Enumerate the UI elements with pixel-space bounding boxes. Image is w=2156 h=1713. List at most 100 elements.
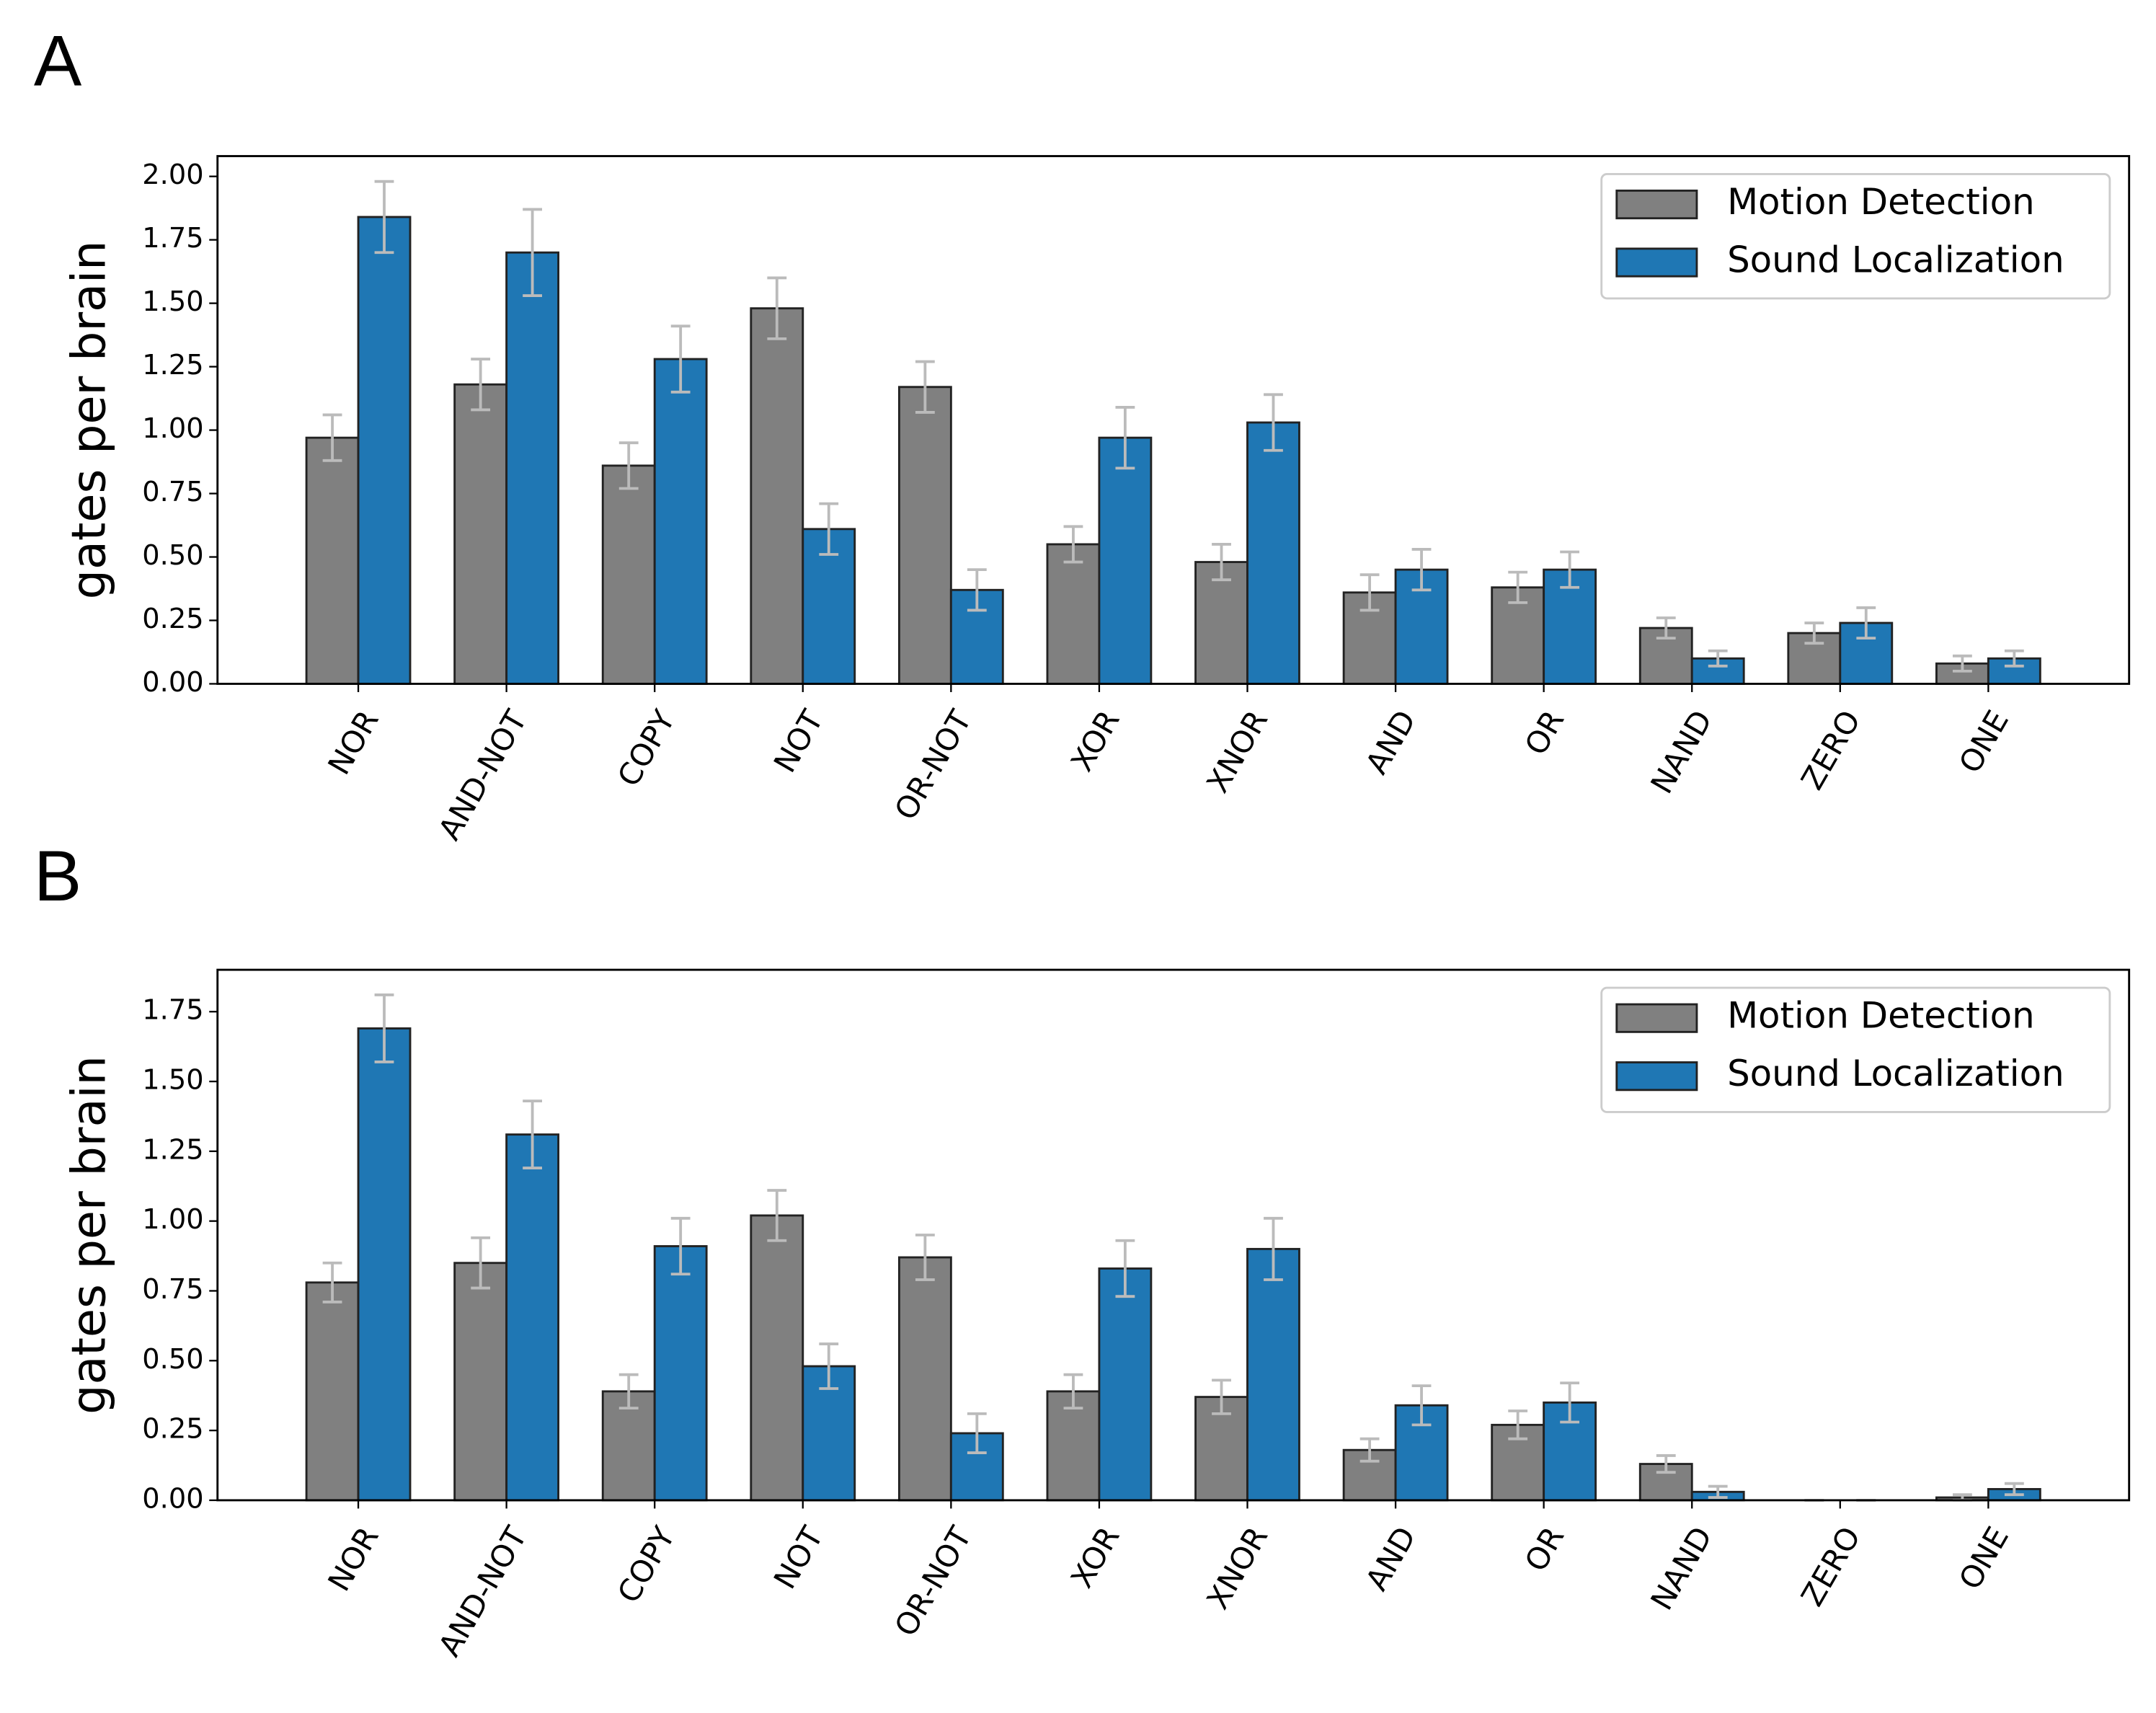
bar	[505, 251, 560, 685]
error-bar	[1952, 654, 1972, 673]
bar	[305, 436, 360, 685]
error-bar	[1656, 1454, 1676, 1474]
error-bar	[1708, 649, 1728, 668]
error-bar	[1115, 405, 1135, 470]
error-bar	[819, 1342, 839, 1390]
error-bar	[915, 1234, 935, 1281]
bar	[653, 358, 708, 685]
bar	[357, 1027, 412, 1502]
error-bar	[1212, 543, 1231, 582]
axes-frame	[216, 155, 2131, 685]
error-bar	[1212, 1378, 1231, 1415]
x-tick-label: OR	[1518, 1521, 1571, 1577]
error-bar	[1264, 1216, 1283, 1281]
error-bar	[670, 1216, 691, 1276]
x-tick-label: OR-NOT	[888, 1521, 979, 1642]
bar	[601, 464, 656, 685]
bar	[505, 1133, 560, 1502]
error-bar	[1560, 1381, 1580, 1424]
x-tick-label: NAND	[1643, 704, 1719, 800]
y-tick-label: 1.25	[142, 349, 203, 381]
error-bar	[967, 568, 987, 612]
x-tick-label: ZERO	[1794, 704, 1867, 796]
legend-label: Motion Detection	[1727, 181, 2035, 223]
y-tick-label: 1.50	[142, 1064, 203, 1097]
bar	[1046, 543, 1101, 685]
error-bar	[915, 360, 935, 414]
error-bar	[618, 441, 639, 490]
x-tick-label: AND-NOT	[432, 1521, 534, 1663]
y-tick-label: 1.00	[142, 1203, 203, 1236]
x-tick-label: OR-NOT	[888, 704, 979, 826]
x-tick-label: NOT	[767, 704, 830, 779]
legend-swatch	[1615, 247, 1698, 278]
error-bar	[1063, 1373, 1083, 1410]
x-tick-label: ONE	[1952, 1521, 2015, 1595]
error-bar	[670, 324, 691, 394]
legend-box	[1600, 172, 2111, 300]
legend-label: Sound Localization	[1727, 239, 2064, 281]
error-bar	[471, 358, 491, 412]
error-bar	[322, 1261, 342, 1303]
error-bar	[2004, 1482, 2024, 1497]
bar	[357, 216, 412, 685]
bar	[897, 386, 952, 685]
y-tick-label: 0.25	[142, 603, 203, 635]
legend-label: Sound Localization	[1727, 1053, 2064, 1094]
bar	[1098, 436, 1153, 685]
error-bar	[322, 413, 342, 462]
bar	[1246, 1247, 1300, 1502]
y-axis-label: gates per brain	[62, 1055, 116, 1415]
bar	[1246, 421, 1300, 685]
error-bar	[1359, 1437, 1380, 1463]
y-tick-label: 0.50	[142, 539, 203, 572]
panel-label: A	[34, 21, 82, 101]
y-tick-label: 0.75	[142, 1273, 203, 1306]
bar	[897, 1256, 952, 1502]
error-bar	[1264, 393, 1283, 452]
y-tick-label: 1.50	[142, 286, 203, 318]
x-tick-label: NOT	[767, 1521, 830, 1595]
error-bar	[1804, 621, 1824, 645]
error-bar	[1708, 1484, 1728, 1499]
error-bar	[1508, 1409, 1528, 1440]
error-bar	[2004, 649, 2024, 668]
error-bar	[767, 1189, 787, 1242]
error-bar	[967, 1412, 987, 1454]
x-tick-label: AND	[1359, 1521, 1423, 1596]
x-tick-label: COPY	[611, 704, 682, 792]
legend-swatch	[1615, 1003, 1698, 1033]
error-bar	[1411, 1384, 1432, 1427]
x-tick-label: NAND	[1643, 1521, 1719, 1616]
x-tick-label: XOR	[1064, 704, 1127, 777]
error-bar	[1560, 550, 1580, 589]
x-tick-label: NOR	[321, 1521, 385, 1597]
axes-frame	[216, 968, 2131, 1502]
bar	[750, 1214, 804, 1502]
bar	[453, 383, 508, 685]
bar	[1098, 1267, 1153, 1502]
error-bar	[374, 993, 394, 1063]
x-tick-label: NOR	[321, 704, 385, 781]
y-tick-label: 0.50	[142, 1343, 203, 1376]
error-bar	[1508, 570, 1528, 604]
y-tick-label: 1.25	[142, 1133, 203, 1166]
error-bar	[767, 276, 787, 340]
y-tick-label: 1.00	[142, 412, 203, 445]
error-bar	[1115, 1239, 1135, 1298]
error-bar	[1411, 548, 1432, 592]
panel-label: B	[34, 836, 81, 916]
error-bar	[523, 208, 543, 297]
y-tick-label: 1.75	[142, 222, 203, 254]
error-bar	[1856, 606, 1876, 640]
y-tick-label: 0.75	[142, 476, 203, 508]
x-tick-label: ONE	[1952, 704, 2015, 779]
y-axis-label: gates per brain	[62, 241, 116, 600]
bar	[453, 1262, 508, 1502]
error-bar	[471, 1236, 491, 1290]
y-tick-label: 0.25	[142, 1413, 203, 1446]
bar	[305, 1281, 360, 1502]
error-bar	[1063, 525, 1083, 564]
x-tick-label: XNOR	[1199, 704, 1274, 799]
